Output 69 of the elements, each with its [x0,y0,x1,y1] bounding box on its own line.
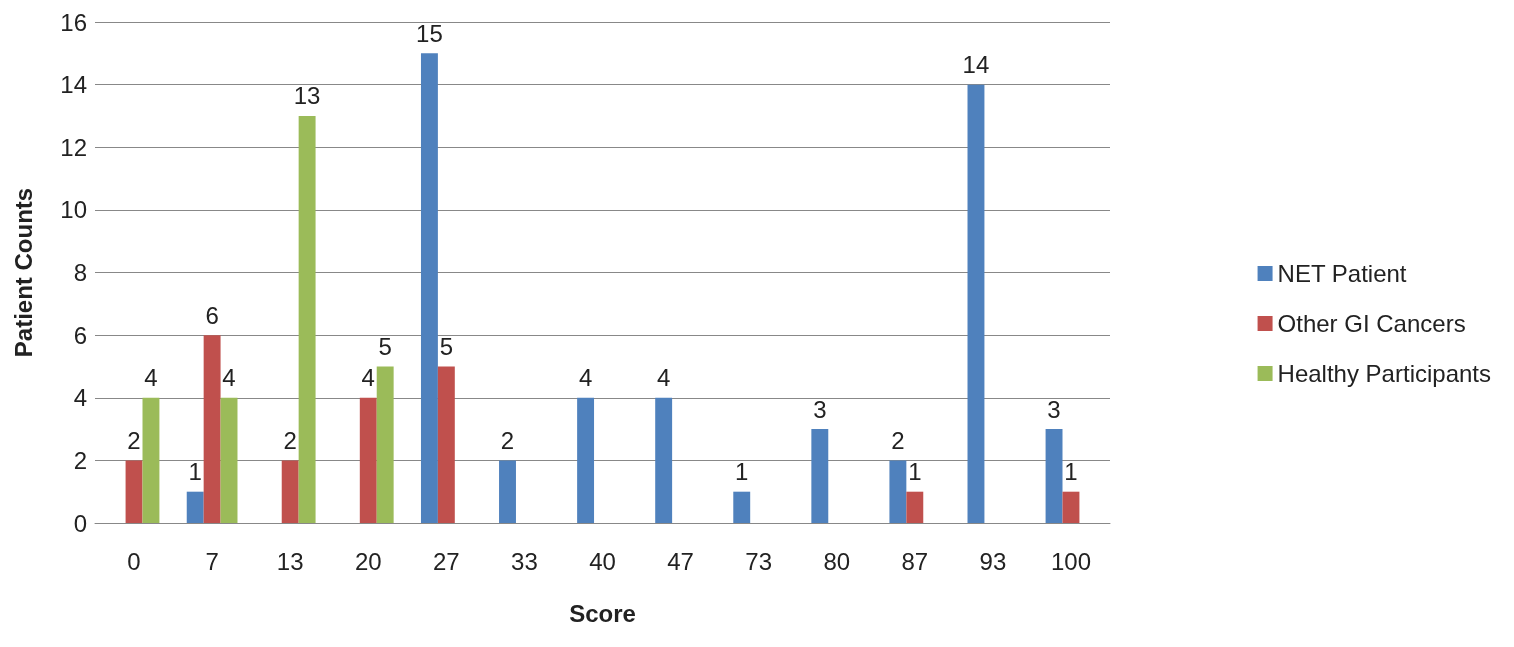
data-label: 1 [908,458,922,486]
y-tick-label: 0 [73,509,87,537]
bar [220,397,238,523]
y-tick-label: 6 [73,321,87,349]
y-axis-title: Patient Counts [9,187,37,358]
data-label: 4 [361,364,375,392]
x-tick-label: 93 [979,547,1007,575]
x-tick-label: 7 [205,547,219,575]
y-tick-label: 12 [60,133,87,161]
data-label: 15 [416,19,443,47]
x-axis-title: Score [569,599,636,627]
bar [1045,429,1063,523]
bar [733,491,751,523]
x-tick-label: 80 [823,547,851,575]
legend-label: Other GI Cancers [1277,310,1466,337]
x-tick-label: 27 [432,547,460,575]
x-tick-label: 100 [1050,547,1091,575]
data-label: 2 [283,426,297,454]
data-label: 1 [735,458,749,486]
bar [298,115,316,523]
data-label: 13 [293,82,321,110]
data-label: 4 [144,364,158,392]
y-tick-label: 14 [60,71,87,99]
bar [811,429,829,523]
bar [281,460,299,523]
x-tick-label: 87 [901,547,929,575]
x-tick-label: 40 [589,547,616,575]
bar [967,84,985,523]
data-label: 2 [891,426,905,454]
bar [125,460,143,523]
data-label: 14 [962,51,990,79]
bar [203,335,221,523]
x-tick-label: 20 [354,547,382,575]
y-tick-label: 10 [60,196,87,224]
data-label: 5 [378,332,392,360]
bar [499,460,516,523]
x-tick-label: 73 [745,547,773,575]
data-label: 4 [656,364,671,392]
data-label: 3 [1047,395,1061,423]
bar [889,460,907,523]
legend-label: Healthy Participants [1277,360,1491,387]
x-tick-label: 0 [127,547,141,575]
bar [142,397,160,523]
y-tick-label: 8 [73,259,87,286]
bar [420,53,438,523]
bar [359,397,377,523]
bar [186,491,204,523]
data-label: 5 [439,332,454,360]
bar [906,491,924,523]
y-tick-label: 16 [60,8,87,36]
data-label: 3 [813,395,827,423]
y-tick-label: 2 [73,446,87,474]
data-label: 6 [205,301,219,329]
x-tick-label: 33 [511,547,538,575]
data-label: 2 [127,426,141,454]
bar [376,366,394,523]
data-label: 1 [188,458,202,486]
x-tick-label: 13 [276,547,304,575]
bar [1062,491,1080,523]
bar [577,397,595,523]
y-tick-label: 4 [73,384,87,412]
data-label: 4 [578,364,593,392]
legend-label: NET Patient [1277,260,1407,287]
data-label: 2 [500,426,515,454]
bar [655,397,673,523]
data-label: 4 [222,364,236,392]
data-label: 1 [1064,458,1078,486]
x-tick-label: 47 [667,547,694,575]
bar [437,366,455,523]
